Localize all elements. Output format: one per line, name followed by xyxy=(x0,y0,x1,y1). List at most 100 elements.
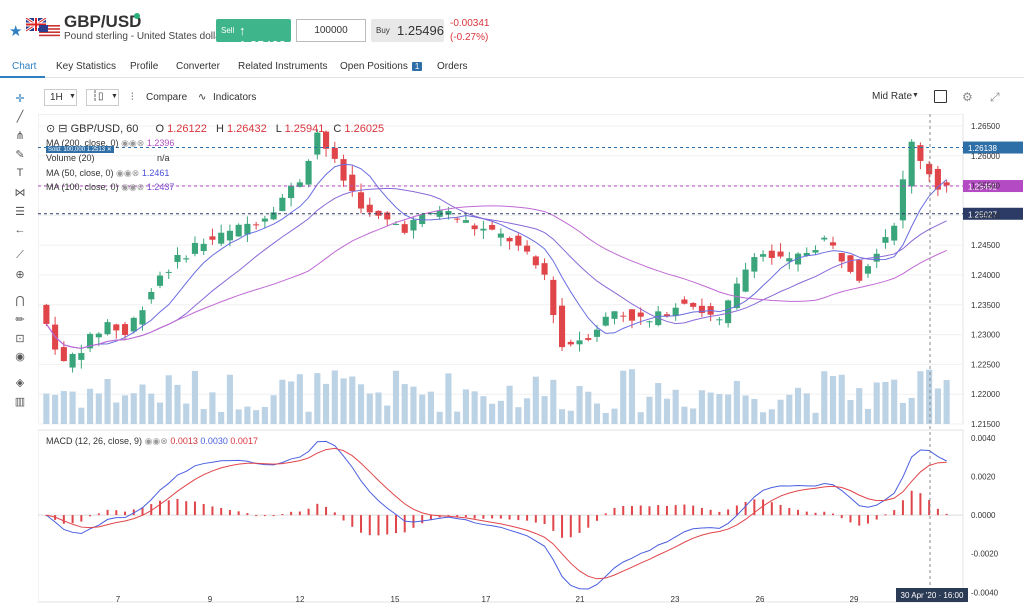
tab-bar: Chart Key Statistics Profile Converter R… xyxy=(0,56,1024,78)
candle-body xyxy=(882,237,889,243)
macd-axis-label: -0.0040 xyxy=(971,588,999,597)
favorite-star-icon[interactable]: ★ xyxy=(9,23,23,40)
volume-bar xyxy=(410,386,417,424)
volume-bar xyxy=(786,394,793,424)
macd-histogram-bar xyxy=(832,513,835,516)
volume-bar xyxy=(113,402,120,424)
tab-converter[interactable]: Converter xyxy=(176,61,220,72)
macd-histogram-bar xyxy=(412,515,415,528)
volume-bar xyxy=(235,409,242,424)
candle-body xyxy=(384,212,391,220)
candlestick-icon: ┆▯ xyxy=(92,91,104,102)
legend-controls-icon[interactable]: ◉◉⊗ xyxy=(121,138,145,148)
volume-bar xyxy=(296,374,303,424)
pitchfork-icon[interactable]: ⋔ xyxy=(15,130,25,142)
candle-body xyxy=(663,314,670,317)
candle-body xyxy=(296,182,303,187)
trash-icon[interactable]: ▥ xyxy=(14,396,26,408)
volume-bar xyxy=(672,389,679,424)
price-chart[interactable]: 1.26138 1.25492 1.25027 1.26500 1.26000 1.25… xyxy=(37,113,1024,610)
candle-body xyxy=(856,260,863,281)
macd-histogram-bar xyxy=(447,515,450,517)
tab-open-positions[interactable]: Open Positions 1 xyxy=(340,61,423,72)
sell-button[interactable]: Sell ↑ 1.25488 xyxy=(216,19,291,53)
price-tag-bg xyxy=(963,207,1023,220)
eye-icon[interactable]: ◉ xyxy=(15,351,25,363)
crosshair-icon[interactable]: ✛ xyxy=(15,93,25,105)
tab-related-instruments[interactable]: Related Instruments xyxy=(238,61,328,72)
candle-body xyxy=(742,269,749,292)
volume-bar xyxy=(191,370,199,424)
price-tag-label: 1.25027 xyxy=(968,210,997,219)
candle-body xyxy=(532,256,539,266)
text-tool-icon[interactable]: T xyxy=(16,167,24,179)
magnet-icon[interactable]: ⋂ xyxy=(15,295,25,307)
settings-gear-icon[interactable]: ⚙ xyxy=(962,90,973,104)
chart-area[interactable]: 1.26138 1.25492 1.25027 1.26500 1.26000 1.25… xyxy=(37,113,1024,610)
macd-histogram-bar xyxy=(62,515,65,524)
candle-body xyxy=(891,225,898,241)
volume-bar xyxy=(52,394,59,424)
macd-histogram-bar xyxy=(202,504,205,516)
date-axis-label: 12 xyxy=(296,595,305,604)
legend-controls-icon[interactable]: ◉◉⊗ xyxy=(116,168,140,178)
collapse-icon[interactable]: ⊙ ⊟ xyxy=(46,123,68,135)
tab-profile[interactable]: Profile xyxy=(130,61,159,72)
macd-axis-label: 0.0000 xyxy=(971,511,996,520)
tab-key-statistics[interactable]: Key Statistics xyxy=(56,61,117,72)
quantity-input[interactable]: 100000 xyxy=(296,19,366,42)
high-value: 1.26432 xyxy=(226,123,267,135)
tab-orders[interactable]: Orders xyxy=(437,61,468,72)
volume-bar xyxy=(655,383,662,424)
price-axis-label: 1.24500 xyxy=(971,241,1000,250)
buy-button[interactable]: Buy 1.25496 xyxy=(371,19,444,42)
macd-histogram-bar xyxy=(386,515,389,535)
position-tag[interactable]: Sold: 100,000 1.2513 ✕ xyxy=(46,146,114,153)
interval-select[interactable]: 1H ▼ xyxy=(44,89,77,106)
macd-legend: MACD (12, 26, close, 9) ◉◉⊗ 0.0013 0.003… xyxy=(46,436,258,447)
volume-bar xyxy=(751,398,758,424)
rate-select[interactable]: Mid Rate ▼ xyxy=(866,89,924,106)
candle-body xyxy=(847,255,854,272)
volume-bar xyxy=(270,395,277,424)
trend-line-icon[interactable]: ╱ xyxy=(16,111,24,123)
drawing-toolbar: ✛ ╱ ⋔ ✎ T ⋈ ☰ ← ⟋ ⊕ ⋂ ✏ ⊡ ◉ ◈ ▥ xyxy=(10,92,32,412)
chart-type-select[interactable]: ┆▯ ▼ xyxy=(86,89,119,106)
layers-icon[interactable]: ◈ xyxy=(15,377,25,389)
macd-histogram-bar xyxy=(779,504,782,516)
price-axis-label: 1.21500 xyxy=(971,420,1000,429)
back-arrow-icon[interactable]: ← xyxy=(14,224,26,236)
legend-controls-icon[interactable]: ◉◉⊗ xyxy=(121,182,145,192)
fibonacci-icon[interactable]: ☰ xyxy=(15,206,25,218)
macd-axis-label: -0.0020 xyxy=(971,550,999,559)
fullscreen-icon[interactable]: ⤢ xyxy=(990,90,1000,104)
screenshot-icon[interactable] xyxy=(934,90,947,103)
macd-histogram-bar xyxy=(901,500,904,516)
candle-body xyxy=(218,232,225,244)
tab-chart[interactable]: Chart xyxy=(12,61,36,72)
candle-body xyxy=(130,317,137,332)
lock-icon[interactable]: ⊡ xyxy=(15,333,25,345)
keep-drawing-icon[interactable]: ✏ xyxy=(15,314,25,326)
brush-icon[interactable]: ✎ xyxy=(15,149,25,161)
compare-button[interactable]: Compare xyxy=(146,92,188,103)
ma200-line xyxy=(45,205,947,349)
volume-bar xyxy=(602,412,609,424)
volume-bar xyxy=(323,383,330,424)
legend-controls-icon[interactable]: ◉◉⊗ xyxy=(144,436,168,446)
macd-signal-line xyxy=(46,447,947,580)
candle-body xyxy=(637,312,644,317)
zoom-in-icon[interactable]: ⊕ xyxy=(15,269,25,281)
buy-label: Buy xyxy=(376,26,390,35)
volume-bar xyxy=(331,370,338,424)
volume-bar xyxy=(803,393,810,424)
candle-body xyxy=(471,225,478,230)
volume-bar xyxy=(349,376,356,424)
volume-bar xyxy=(777,399,784,424)
ruler-icon[interactable]: ⟋ xyxy=(16,249,24,261)
compare-icon: ⫶ xyxy=(131,92,134,103)
indicators-button[interactable]: Indicators xyxy=(213,92,257,103)
candle-body xyxy=(585,338,592,340)
pattern-icon[interactable]: ⋈ xyxy=(14,187,26,199)
candle-body xyxy=(253,224,260,226)
